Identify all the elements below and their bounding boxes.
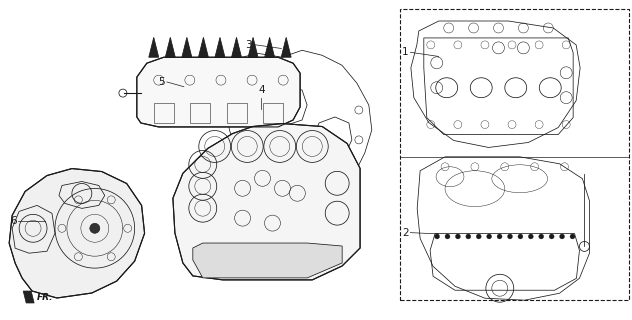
Polygon shape — [215, 37, 225, 57]
Circle shape — [435, 234, 440, 239]
Circle shape — [456, 234, 460, 239]
Circle shape — [507, 234, 513, 239]
Polygon shape — [248, 37, 258, 57]
Circle shape — [477, 234, 481, 239]
Polygon shape — [149, 37, 159, 57]
Polygon shape — [23, 291, 34, 303]
Circle shape — [90, 223, 100, 233]
Text: 2: 2 — [402, 228, 408, 238]
Bar — [400, 9, 629, 300]
Circle shape — [445, 234, 450, 239]
Polygon shape — [137, 57, 300, 127]
Text: 3: 3 — [245, 40, 252, 50]
Text: 4: 4 — [258, 85, 265, 95]
Circle shape — [549, 234, 554, 239]
Polygon shape — [9, 169, 145, 298]
Polygon shape — [231, 37, 241, 57]
Polygon shape — [182, 37, 192, 57]
Polygon shape — [173, 124, 360, 280]
Text: 5: 5 — [159, 77, 165, 87]
Polygon shape — [281, 37, 291, 57]
Polygon shape — [198, 37, 209, 57]
Polygon shape — [265, 37, 274, 57]
Circle shape — [528, 234, 533, 239]
Circle shape — [518, 234, 523, 239]
Circle shape — [466, 234, 471, 239]
Polygon shape — [166, 37, 175, 57]
Polygon shape — [193, 243, 342, 278]
Circle shape — [497, 234, 502, 239]
Text: 6: 6 — [11, 216, 17, 226]
Circle shape — [570, 234, 575, 239]
Text: FR.: FR. — [37, 292, 54, 301]
Circle shape — [559, 234, 564, 239]
Circle shape — [487, 234, 492, 239]
Circle shape — [538, 234, 544, 239]
Text: 1: 1 — [402, 47, 408, 57]
